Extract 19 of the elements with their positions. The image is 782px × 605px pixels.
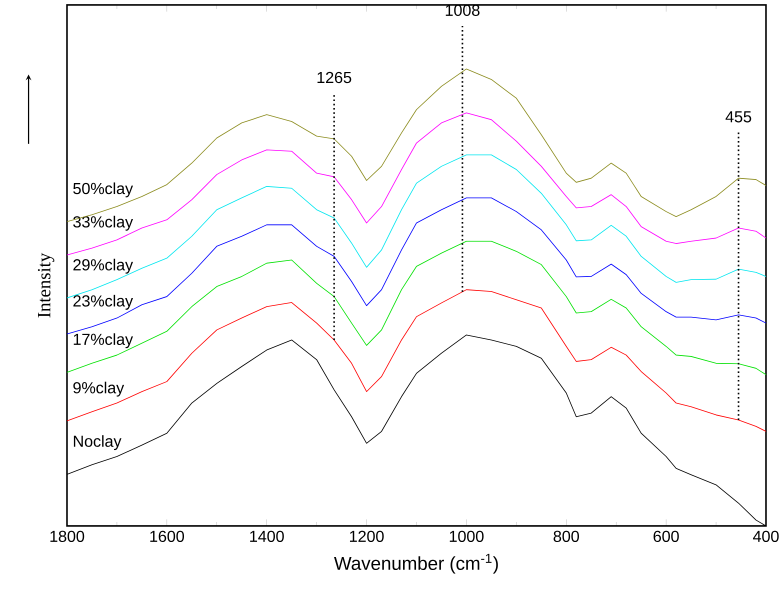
x-tick-label: 1600	[150, 530, 184, 542]
series-label: 50%clay	[73, 182, 134, 198]
series-label: 29%clay	[73, 258, 134, 274]
y-axis-title: Intensity	[38, 252, 54, 318]
ref-line-label: 455	[726, 111, 752, 122]
x-tick-label: 600	[654, 530, 679, 542]
series-label: 9%clay	[73, 382, 124, 397]
x-axis-title: Wavenumber (cm$^{-1}$)	[334, 554, 498, 574]
ref-line-label: 1265	[318, 72, 352, 84]
x-tick-label: 1800	[50, 530, 84, 542]
series-label: 17%clay	[74, 333, 134, 348]
x-tick-label: 1400	[250, 530, 284, 542]
x-tick-label: 1000	[450, 530, 484, 542]
x-tick-label: 1200	[350, 530, 384, 542]
series-label: 23%clay	[73, 294, 134, 310]
x-tick-label: 800	[554, 530, 580, 542]
series-label: Noclay	[74, 435, 122, 450]
x-tick-label: 400	[753, 530, 779, 542]
series-label: 33%clay	[73, 216, 134, 231]
